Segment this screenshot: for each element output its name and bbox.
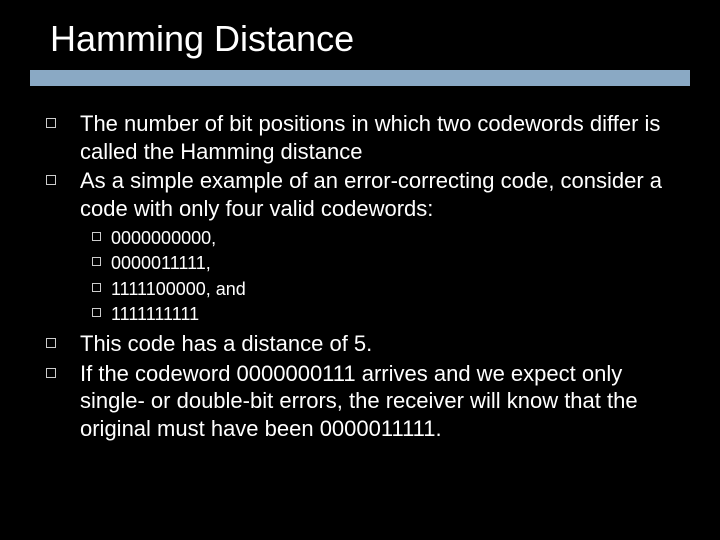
list-item: If the codeword 0000000111 arrives and w… xyxy=(34,360,690,443)
square-bullet-icon xyxy=(46,118,56,128)
sub-bullet-text: 0000011111, xyxy=(111,251,211,275)
bullet-text: The number of bit positions in which two… xyxy=(80,110,690,165)
square-bullet-icon xyxy=(92,232,101,241)
square-bullet-icon xyxy=(46,338,56,348)
bullet-text: As a simple example of an error-correcti… xyxy=(80,167,690,222)
bullet-text: If the codeword 0000000111 arrives and w… xyxy=(80,360,690,443)
slide-content: The number of bit positions in which two… xyxy=(30,110,690,442)
square-bullet-icon xyxy=(46,175,56,185)
list-item: 0000000000, xyxy=(92,226,690,250)
sub-bullet-text: 0000000000, xyxy=(111,226,216,250)
list-item: 1111111111 xyxy=(92,302,690,326)
square-bullet-icon xyxy=(92,257,101,266)
square-bullet-icon xyxy=(92,283,101,292)
sub-bullet-text: 1111111111 xyxy=(111,302,199,326)
list-item: The number of bit positions in which two… xyxy=(34,110,690,165)
square-bullet-icon xyxy=(92,308,101,317)
sub-bullet-text: 1111100000, and xyxy=(111,277,246,301)
sub-list: 0000000000, 0000011111, 1111100000, and … xyxy=(92,226,690,326)
list-item: 0000011111, xyxy=(92,251,690,275)
accent-bar xyxy=(30,70,690,86)
list-item: This code has a distance of 5. xyxy=(34,330,690,358)
slide-title: Hamming Distance xyxy=(50,18,690,60)
slide: Hamming Distance The number of bit posit… xyxy=(0,0,720,540)
bullet-text: This code has a distance of 5. xyxy=(80,330,372,358)
square-bullet-icon xyxy=(46,368,56,378)
list-item: 1111100000, and xyxy=(92,277,690,301)
list-item: As a simple example of an error-correcti… xyxy=(34,167,690,222)
